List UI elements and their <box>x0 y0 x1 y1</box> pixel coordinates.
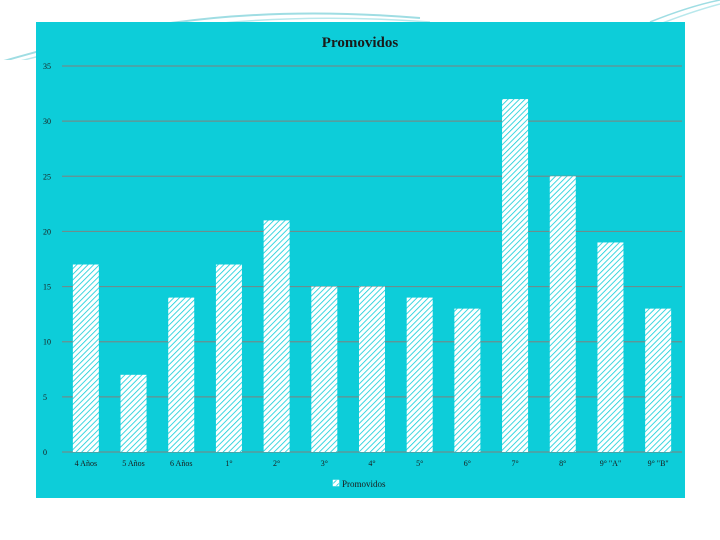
bar[interactable] <box>359 286 385 452</box>
legend-label: Promovidos <box>342 479 386 489</box>
deco-swoosh-right <box>649 0 720 23</box>
x-tick-label: 8° <box>559 459 566 468</box>
chart-title: Promovidos <box>322 35 399 51</box>
bar[interactable] <box>168 297 195 452</box>
x-tick-label: 2° <box>273 459 280 468</box>
bars <box>72 99 672 453</box>
x-tick-label: 5° <box>416 459 423 468</box>
y-tick-label: 35 <box>43 62 51 71</box>
bar[interactable] <box>502 99 529 452</box>
y-tick-label: 20 <box>43 227 51 236</box>
x-tick-label: 9° "B" <box>648 459 669 468</box>
y-tick-label: 0 <box>43 448 47 457</box>
bar[interactable] <box>120 374 147 452</box>
bar[interactable] <box>597 242 624 452</box>
y-tick-label: 10 <box>43 338 51 347</box>
chart-panel: Promovidos 0 5 10 15 20 25 30 35 4 Años 5 Años 6 … <box>36 22 685 498</box>
y-tick-label: 5 <box>43 393 47 402</box>
x-tick-label: 1° <box>225 459 232 468</box>
bar[interactable] <box>645 308 672 452</box>
legend[interactable]: Promovidos <box>332 479 386 489</box>
x-tick-label: 3° <box>321 459 328 468</box>
x-tick-label: 6° <box>464 459 471 468</box>
y-tick-label: 25 <box>43 172 51 181</box>
bar[interactable] <box>263 220 290 452</box>
bar[interactable] <box>215 264 242 452</box>
legend-swatch <box>332 479 340 487</box>
x-tick-label: 6 Años <box>170 459 192 468</box>
bar[interactable] <box>72 264 99 452</box>
bar[interactable] <box>454 308 481 452</box>
y-tick-label: 15 <box>43 283 51 292</box>
x-tick-label: 4 Años <box>75 459 97 468</box>
y-tick-label: 30 <box>43 117 51 126</box>
x-tick-label: 9° "A" <box>600 459 622 468</box>
x-tick-label: 7° <box>511 459 518 468</box>
bar[interactable] <box>406 297 433 452</box>
bar[interactable] <box>549 176 576 453</box>
y-axis-ticks: 0 5 10 15 20 25 30 35 <box>43 62 51 457</box>
x-tick-label: 5 Años <box>122 459 144 468</box>
bar-chart: Promovidos 0 5 10 15 20 25 30 35 4 Años 5 Años 6 … <box>36 22 685 498</box>
x-axis-ticks: 4 Años 5 Años 6 Años 1° 2° 3° 4° 5° 6° 7° 8° 9° "A"… <box>75 459 669 468</box>
bar[interactable] <box>311 286 338 452</box>
x-tick-label: 4° <box>368 459 375 468</box>
